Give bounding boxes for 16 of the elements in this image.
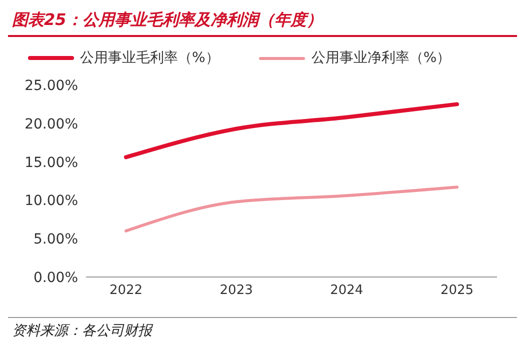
legend-label: 公用事业毛利率（%） <box>80 49 220 67</box>
x-tick-label: 2024 <box>330 283 364 298</box>
y-tick-label: 20.00% <box>24 116 78 132</box>
y-tick-label: 5.00% <box>34 232 78 248</box>
y-tick-label: 10.00% <box>24 193 78 210</box>
y-tick-label: 15.00% <box>24 154 78 171</box>
chart-title: 图表25：公用事业毛利率及净利润（年度） <box>8 8 517 37</box>
y-tick-label: 0.00% <box>34 270 78 286</box>
x-tick-label: 2025 <box>440 283 474 298</box>
y-tick-label: 25.00% <box>24 78 78 94</box>
legend-label: 公用事业净利率（%） <box>311 49 451 67</box>
x-tick-label: 2022 <box>109 283 143 298</box>
line-series <box>124 102 459 160</box>
text: 资料来源：各公司财报 <box>12 322 154 340</box>
x-tick-label: 2023 <box>220 283 253 298</box>
line-series <box>124 186 458 232</box>
